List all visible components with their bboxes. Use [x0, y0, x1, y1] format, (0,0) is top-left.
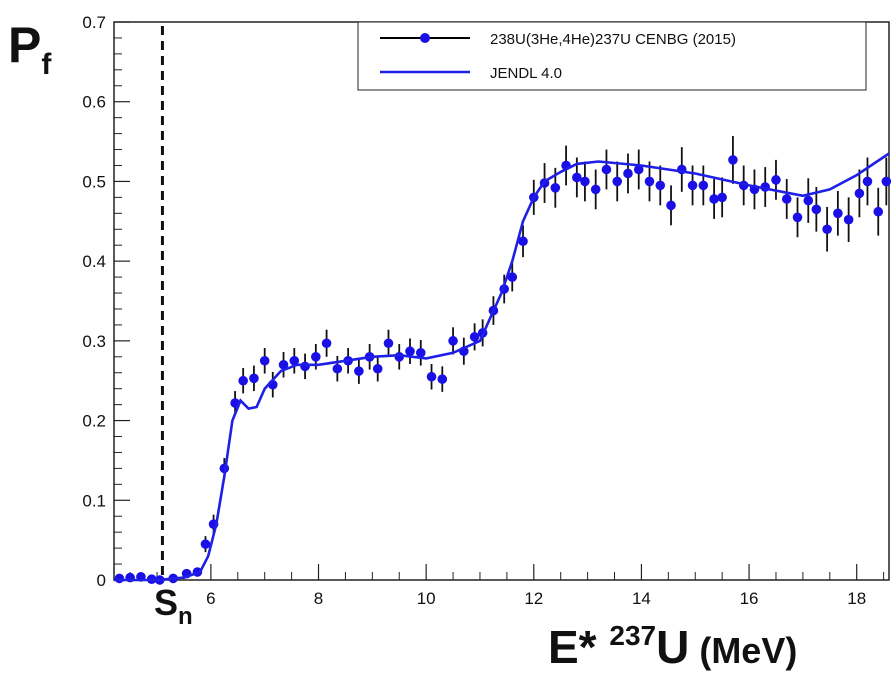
legend-box	[357, 21, 867, 91]
data-point	[803, 195, 814, 206]
data-point	[717, 192, 727, 203]
legend-label-model: JENDL 4.0	[490, 65, 562, 82]
data-point	[698, 180, 709, 191]
x-axis-label-mass: 237	[609, 620, 656, 651]
data-point	[259, 355, 270, 366]
data-point	[822, 224, 832, 235]
y-tick-label: 0.5	[82, 172, 106, 191]
data-point	[550, 183, 561, 193]
data-point	[843, 214, 854, 225]
y-tick-label: 0.3	[82, 332, 106, 351]
data-point	[728, 155, 738, 165]
data-point	[383, 338, 394, 349]
data-point	[881, 176, 892, 187]
sn-label-sub: n	[178, 603, 193, 630]
data-point	[580, 176, 590, 187]
sn-label-main: S	[154, 582, 178, 623]
x-tick-labels: 6 8 10 12 14 16 18	[206, 589, 866, 608]
legend-label-data: 238U(3He,4He)237U CENBG (2015)	[490, 31, 736, 48]
data-point	[687, 180, 698, 191]
x-tick-label: 12	[524, 589, 543, 608]
data-point	[238, 375, 248, 386]
data-point	[833, 208, 843, 219]
y-tick-labels: 0 0.1 0.2 0.3 0.4 0.5 0.6 0.7	[82, 13, 106, 590]
data-point	[854, 188, 865, 199]
data-point	[590, 184, 601, 195]
y-tick-label: 0.6	[82, 93, 106, 112]
legend-marker-data-point	[420, 33, 430, 43]
y-axis-label: Pf	[8, 17, 52, 81]
data-point	[311, 352, 321, 362]
y-tick-label: 0	[97, 571, 106, 590]
data-point	[332, 363, 343, 374]
data-point	[572, 172, 582, 183]
data-point	[426, 371, 437, 382]
data-point	[278, 359, 289, 370]
data-point	[354, 366, 364, 376]
model-line-jendl	[114, 152, 890, 582]
data-point	[415, 348, 426, 358]
data-point	[200, 539, 211, 549]
data-point	[437, 374, 448, 384]
data-point	[289, 355, 300, 366]
data-point	[300, 361, 310, 372]
data-point	[249, 373, 259, 384]
data-point	[781, 194, 792, 204]
data-point	[644, 176, 655, 187]
axis-ticks	[114, 21, 885, 581]
x-tick-label: 16	[740, 589, 759, 608]
data-point	[601, 164, 612, 175]
data-point	[666, 200, 676, 211]
data-point	[709, 194, 719, 204]
data-point	[507, 272, 518, 282]
data-point	[862, 176, 873, 187]
data-point	[612, 176, 623, 187]
data-point	[623, 168, 633, 179]
y-tick-label: 0.7	[82, 13, 106, 32]
data-point	[469, 332, 480, 342]
y-axis-label-sub: f	[41, 48, 52, 81]
x-tick-label: 18	[847, 589, 866, 608]
data-point	[633, 164, 644, 175]
x-tick-label: 10	[417, 589, 436, 608]
data-point	[372, 363, 383, 374]
data-point	[655, 180, 666, 191]
y-tick-label: 0.2	[82, 412, 106, 431]
x-tick-label: 8	[314, 589, 323, 608]
data-point	[321, 338, 332, 349]
y-tick-label: 0.1	[82, 491, 106, 510]
data-point	[811, 204, 822, 215]
y-tick-label: 0.4	[82, 252, 106, 271]
data-point	[114, 573, 125, 584]
data-point	[771, 175, 781, 185]
x-axis-label-unit: (MeV)	[689, 630, 797, 671]
data-series-cenbg	[114, 135, 892, 585]
legend: 238U(3He,4He)237U CENBG (2015) JENDL 4.0	[357, 21, 867, 91]
data-point	[405, 346, 415, 357]
data-point	[873, 206, 884, 217]
x-axis-label: E* 237U (MeV)	[548, 620, 797, 673]
plot-frame	[113, 21, 890, 581]
sn-label: Sn	[154, 582, 193, 630]
data-point	[448, 336, 458, 346]
x-axis-label-prefix: E*	[548, 621, 609, 673]
data-point	[792, 212, 803, 223]
x-tick-label: 6	[206, 589, 215, 608]
x-axis-label-element: U	[656, 621, 689, 673]
x-tick-label: 14	[632, 589, 651, 608]
y-axis-label-main: P	[8, 17, 41, 73]
data-point	[518, 236, 528, 247]
